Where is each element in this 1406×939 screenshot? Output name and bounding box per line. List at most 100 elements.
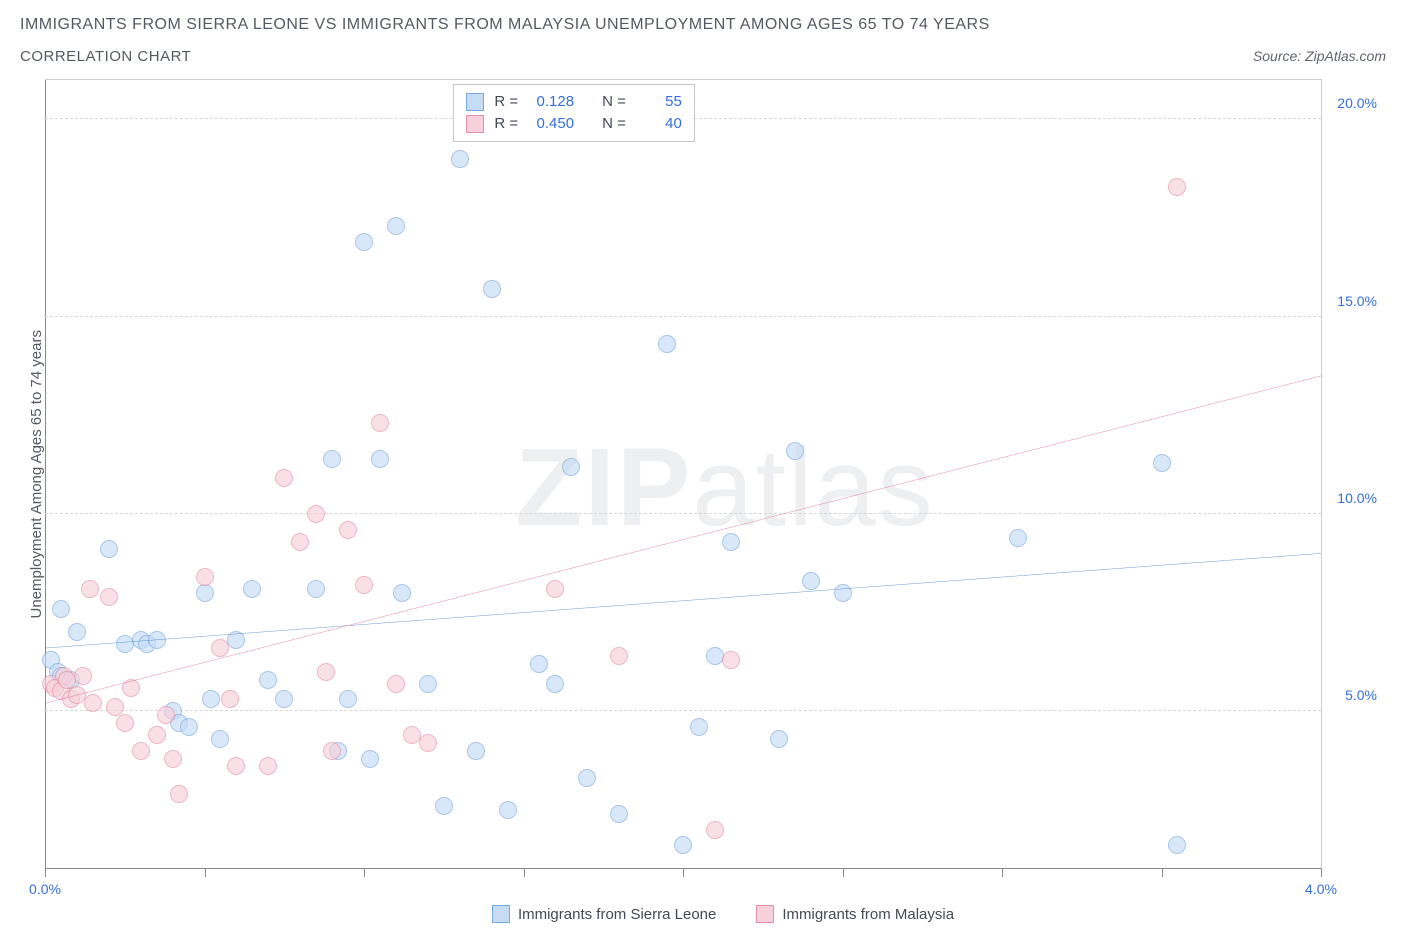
- legend-label: Immigrants from Sierra Leone: [518, 906, 716, 923]
- legend-item-sierra-leone: Immigrants from Sierra Leone: [492, 905, 716, 923]
- scatter-point: [419, 675, 437, 693]
- scatter-point: [211, 730, 229, 748]
- scatter-point: [339, 690, 357, 708]
- scatter-point: [690, 718, 708, 736]
- scatter-point: [419, 734, 437, 752]
- scatter-point: [196, 584, 214, 602]
- scatter-point: [371, 414, 389, 432]
- scatter-point: [164, 750, 182, 768]
- scatter-point: [211, 639, 229, 657]
- scatter-point: [706, 821, 724, 839]
- x-tick: [843, 869, 844, 877]
- x-tick: [1002, 869, 1003, 877]
- scatter-point: [196, 568, 214, 586]
- scatter-point: [610, 647, 628, 665]
- source-label: Source: ZipAtlas.com: [1253, 48, 1386, 64]
- scatter-point: [674, 836, 692, 854]
- legend-label: Immigrants from Malaysia: [782, 906, 954, 923]
- scatter-point: [323, 742, 341, 760]
- scatter-point: [148, 726, 166, 744]
- scatter-point: [132, 742, 150, 760]
- scatter-point: [259, 671, 277, 689]
- watermark-bold: ZIP: [515, 426, 692, 549]
- grid-line: [45, 710, 1321, 711]
- x-tick: [1321, 869, 1322, 877]
- x-tick: [524, 869, 525, 877]
- n-label: N =: [602, 91, 626, 113]
- chart-subtitle: CORRELATION CHART: [20, 48, 191, 65]
- scatter-point: [387, 217, 405, 235]
- scatter-point: [68, 623, 86, 641]
- x-tick-label: 0.0%: [29, 881, 61, 897]
- swatch-sierra-leone: [492, 905, 510, 923]
- scatter-point: [722, 533, 740, 551]
- scatter-point: [1153, 454, 1171, 472]
- scatter-point: [610, 805, 628, 823]
- x-tick: [683, 869, 684, 877]
- stats-row-sierra-leone: R = 0.128 N = 55: [466, 91, 682, 113]
- grid-line: [45, 513, 1321, 514]
- scatter-point: [530, 655, 548, 673]
- y-axis-label: Unemployment Among Ages 65 to 74 years: [20, 330, 45, 619]
- scatter-point: [546, 675, 564, 693]
- y-tick-label: 20.0%: [1327, 95, 1377, 111]
- scatter-point: [546, 580, 564, 598]
- scatter-point: [243, 580, 261, 598]
- scatter-point: [122, 679, 140, 697]
- x-tick: [1162, 869, 1163, 877]
- scatter-point: [339, 521, 357, 539]
- watermark-thin: atlas: [692, 426, 934, 549]
- scatter-point: [317, 663, 335, 681]
- scatter-point: [387, 675, 405, 693]
- scatter-point: [116, 714, 134, 732]
- scatter-point: [578, 769, 596, 787]
- chart-area: Unemployment Among Ages 65 to 74 years Z…: [20, 79, 1386, 869]
- plot-area: ZIPatlas R = 0.128 N = 55 R = 0.450: [45, 79, 1322, 869]
- scatter-point: [307, 580, 325, 598]
- scatter-point: [291, 533, 309, 551]
- scatter-point: [483, 280, 501, 298]
- scatter-point: [259, 757, 277, 775]
- chart-title: IMMIGRANTS FROM SIERRA LEONE VS IMMIGRAN…: [20, 16, 1386, 34]
- r-label: R =: [494, 91, 518, 113]
- swatch-sierra-leone: [466, 93, 484, 111]
- n-value-malaysia: 40: [636, 113, 682, 135]
- scatter-point: [275, 469, 293, 487]
- scatter-point: [170, 785, 188, 803]
- stats-row-malaysia: R = 0.450 N = 40: [466, 113, 682, 135]
- y-axis-line: [45, 80, 46, 869]
- scatter-point: [1168, 836, 1186, 854]
- scatter-point: [355, 576, 373, 594]
- scatter-point: [323, 450, 341, 468]
- x-tick: [364, 869, 365, 877]
- x-tick: [45, 869, 46, 877]
- scatter-point: [84, 694, 102, 712]
- x-tick: [205, 869, 206, 877]
- scatter-point: [148, 631, 166, 649]
- r-value-sierra-leone: 0.128: [528, 91, 574, 113]
- scatter-point: [499, 801, 517, 819]
- scatter-point: [100, 588, 118, 606]
- scatter-point: [180, 718, 198, 736]
- scatter-point: [1009, 529, 1027, 547]
- scatter-point: [307, 505, 325, 523]
- scatter-point: [227, 757, 245, 775]
- watermark: ZIPatlas: [515, 424, 934, 551]
- scatter-point: [722, 651, 740, 669]
- scatter-point: [202, 690, 220, 708]
- scatter-point: [52, 600, 70, 618]
- n-value-sierra-leone: 55: [636, 91, 682, 113]
- grid-line: [45, 316, 1321, 317]
- scatter-point: [227, 631, 245, 649]
- r-value-malaysia: 0.450: [528, 113, 574, 135]
- y-tick-label: 10.0%: [1327, 490, 1377, 506]
- r-label: R =: [494, 113, 518, 135]
- scatter-point: [770, 730, 788, 748]
- scatter-point: [1168, 178, 1186, 196]
- scatter-point: [658, 335, 676, 353]
- scatter-point: [371, 450, 389, 468]
- scatter-point: [435, 797, 453, 815]
- plot-inner: ZIPatlas R = 0.128 N = 55 R = 0.450: [45, 80, 1321, 869]
- scatter-point: [393, 584, 411, 602]
- scatter-point: [275, 690, 293, 708]
